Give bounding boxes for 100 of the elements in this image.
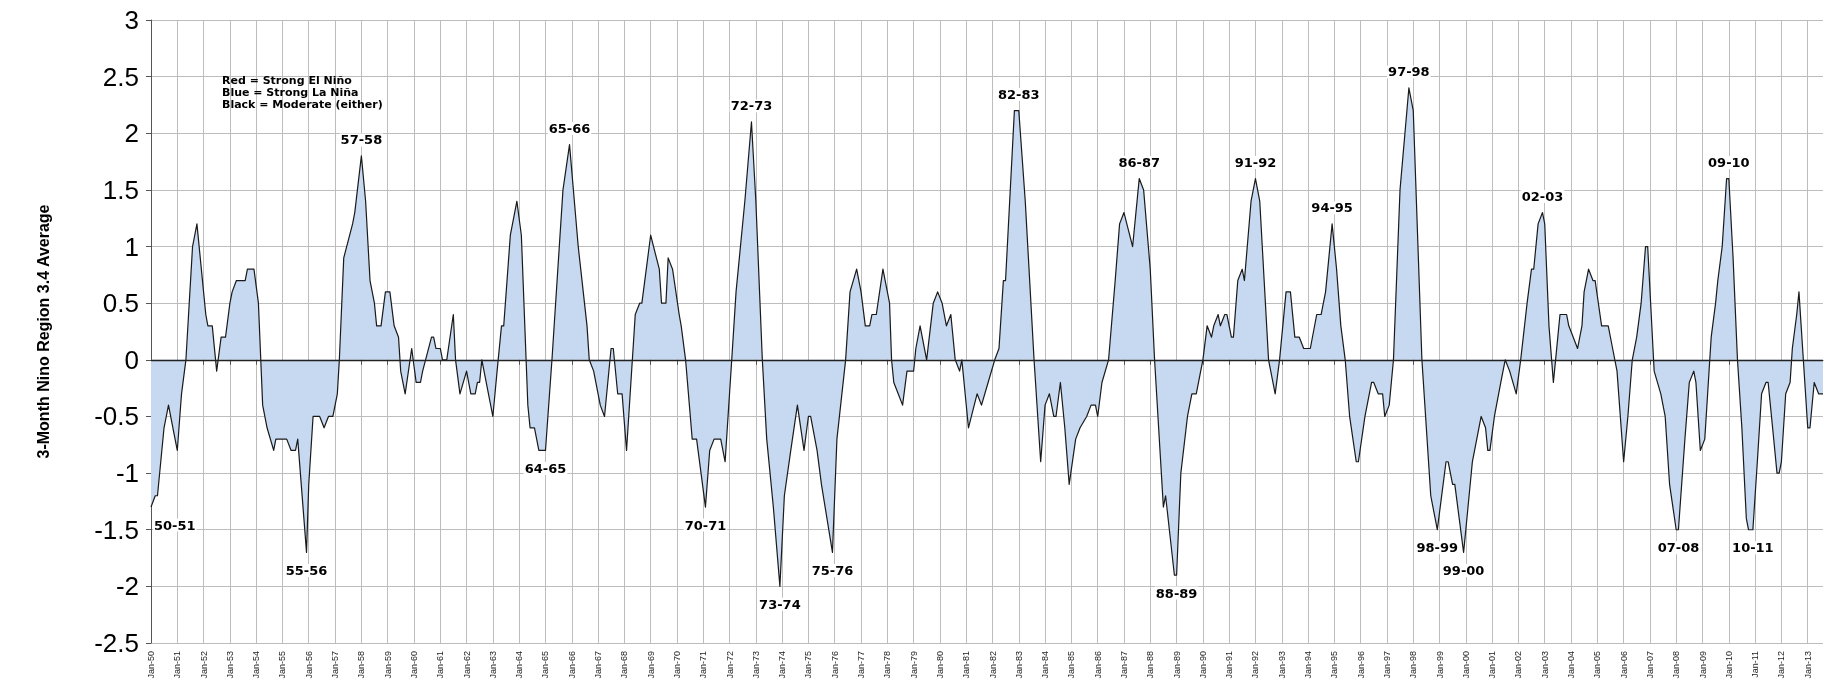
y-tick-label: -1.5 xyxy=(94,514,139,545)
y-tick-label: 1 xyxy=(124,231,139,262)
annotation: 82-83 xyxy=(998,87,1040,103)
x-tick-label: Jan-70 xyxy=(671,651,682,679)
x-tick-label: Jan-05 xyxy=(1592,651,1603,679)
annotation: 02-03 xyxy=(1521,189,1564,205)
annotation: 70-71 xyxy=(684,517,727,533)
x-tick-label: Jan-91 xyxy=(1224,651,1235,679)
x-tick-label: Jan-85 xyxy=(1066,651,1077,679)
x-tick-label: Jan-57 xyxy=(330,651,341,679)
annotation: Red = Strong El Niño xyxy=(222,74,353,87)
annotation: 72-73 xyxy=(730,98,773,114)
x-tick-label: Jan-61 xyxy=(435,651,446,679)
x-tick-label: Jan-96 xyxy=(1355,651,1366,679)
x-tick-label: Jan-79 xyxy=(908,651,919,679)
y-tick-label: 2.5 xyxy=(102,61,139,92)
x-tick-label: Jan-62 xyxy=(461,651,472,679)
x-tick-label: Jan-08 xyxy=(1671,651,1682,679)
x-tick-label: Jan-54 xyxy=(251,651,262,679)
x-tick-label: Jan-02 xyxy=(1513,651,1524,679)
x-tick-label: Jan-09 xyxy=(1697,651,1708,679)
x-tick-label: Jan-98 xyxy=(1408,651,1419,679)
annotation: 50-51 xyxy=(154,517,196,533)
x-tick-label: Jan-99 xyxy=(1434,651,1445,679)
x-tick-label: Jan-52 xyxy=(198,651,209,679)
x-tick-label: Jan-68 xyxy=(619,651,630,679)
annotation: 91-92 xyxy=(1234,155,1277,171)
y-tick-label: -2.5 xyxy=(94,628,139,658)
x-tick-label: Jan-04 xyxy=(1566,651,1577,679)
x-tick-label: Jan-00 xyxy=(1460,651,1471,679)
annotation: Black = Moderate (either) xyxy=(222,98,383,111)
x-tick-label: Jan-07 xyxy=(1644,651,1655,679)
x-tick-label: Jan-84 xyxy=(1040,651,1051,679)
x-tick-label: Jan-60 xyxy=(408,651,419,679)
x-tick-label: Jan-66 xyxy=(566,651,577,679)
x-tick-label: Jan-83 xyxy=(1013,651,1024,679)
annotation: 86-87 xyxy=(1118,155,1161,171)
x-tick-label: Jan-50 xyxy=(146,651,156,679)
annotation: 65-66 xyxy=(548,121,591,137)
x-tick-label: Jan-11 xyxy=(1750,651,1761,678)
annotation: 64-65 xyxy=(524,460,567,476)
annotation: 88-89 xyxy=(1155,585,1198,601)
annotation: 75-76 xyxy=(811,562,854,578)
x-tick-label: Jan-81 xyxy=(961,651,972,679)
x-tick-label: Jan-10 xyxy=(1723,651,1734,679)
annotation: 07-08 xyxy=(1657,540,1700,556)
x-tick-label: Jan-13 xyxy=(1802,651,1813,679)
x-tick-label: Jan-64 xyxy=(514,651,525,679)
x-tick-label: Jan-75 xyxy=(803,651,814,679)
x-tick-label: Jan-12 xyxy=(1776,651,1787,679)
annotation: 09-10 xyxy=(1708,155,1750,171)
annotation: 55-56 xyxy=(285,562,328,578)
x-tick-label: Jan-88 xyxy=(1145,651,1156,679)
annotation: 97-98 xyxy=(1388,64,1430,80)
x-tick-label: Jan-95 xyxy=(1329,651,1340,679)
y-tick-label: 1.5 xyxy=(102,174,139,205)
x-tick-label: Jan-82 xyxy=(987,651,998,679)
annotation: 94-95 xyxy=(1311,200,1353,216)
x-tick-label: Jan-93 xyxy=(1276,651,1287,679)
y-tick-label: 0 xyxy=(124,344,139,375)
annotation: 98-99 xyxy=(1416,540,1459,556)
x-tick-label: Jan-55 xyxy=(277,651,288,679)
y-tick-label: 3 xyxy=(124,5,139,35)
annotation: 99-00 xyxy=(1442,562,1485,578)
y-tick-label: -1 xyxy=(115,458,139,489)
x-tick-label: Jan-72 xyxy=(724,651,735,679)
annotation: 57-58 xyxy=(340,132,383,148)
x-tick-label: Jan-69 xyxy=(645,651,656,679)
x-tick-label: Jan-59 xyxy=(382,651,393,679)
y-axis-title: 3-Month Nino Region 3.4 Average xyxy=(34,204,52,459)
x-tick-label: Jan-71 xyxy=(698,651,709,679)
x-tick-label: Jan-78 xyxy=(882,651,893,679)
x-tick-label: Jan-63 xyxy=(487,651,498,679)
x-tick-label: Jan-01 xyxy=(1487,651,1498,679)
y-tick-label: -0.5 xyxy=(94,401,139,432)
x-tick-label: Jan-90 xyxy=(1197,651,1208,679)
x-tick-label: Jan-65 xyxy=(540,651,551,679)
x-tick-label: Jan-80 xyxy=(934,651,945,679)
x-tick-label: Jan-92 xyxy=(1250,651,1261,679)
x-tick-label: Jan-53 xyxy=(224,651,235,679)
x-tick-label: Jan-51 xyxy=(172,651,183,679)
annotation: 10-11 xyxy=(1732,540,1774,556)
x-tick-label: Jan-67 xyxy=(593,651,604,679)
annotation: 73-74 xyxy=(759,596,801,612)
y-tick-label: -2 xyxy=(115,571,139,602)
x-tick-label: Jan-97 xyxy=(1381,651,1392,679)
x-tick-label: Jan-77 xyxy=(856,651,867,679)
x-tick-label: Jan-89 xyxy=(1171,651,1182,679)
x-tick-label: Jan-58 xyxy=(356,651,367,679)
x-tick-label: Jan-74 xyxy=(777,651,788,679)
x-tick-label: Jan-94 xyxy=(1303,651,1314,679)
x-tick-label: Jan-03 xyxy=(1539,651,1550,679)
annotation: Blue = Strong La Niña xyxy=(222,86,359,99)
y-tick-label: 2 xyxy=(124,118,139,149)
x-tick-label: Jan-73 xyxy=(750,651,761,679)
x-tick-label: Jan-87 xyxy=(1118,651,1129,679)
x-tick-label: Jan-56 xyxy=(303,651,314,679)
x-tick-label: Jan-76 xyxy=(829,651,840,679)
x-tick-label: Jan-06 xyxy=(1618,651,1629,679)
y-tick-label: 0.5 xyxy=(102,288,139,319)
